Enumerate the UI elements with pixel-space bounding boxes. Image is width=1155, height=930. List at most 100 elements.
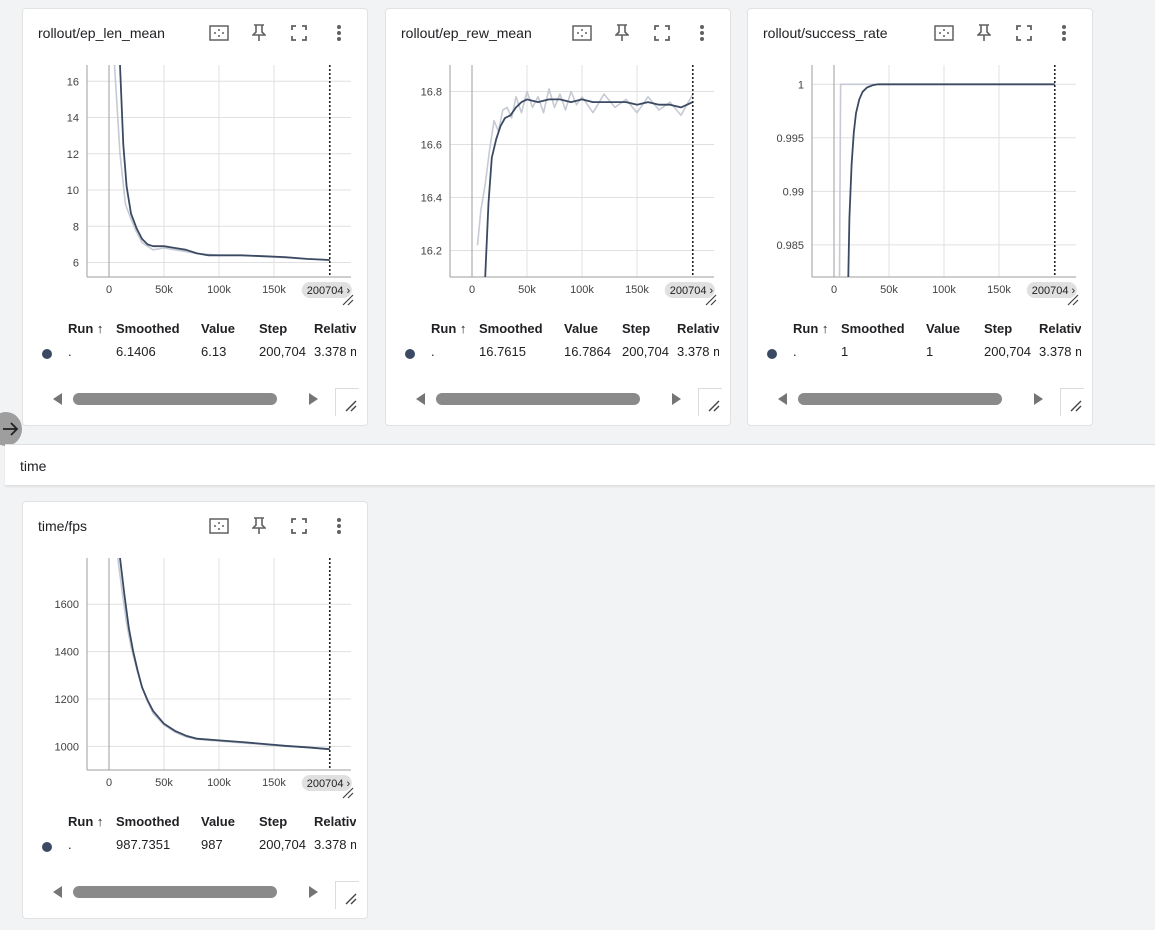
resize-handle-icon[interactable] (1060, 388, 1084, 416)
y-tick-label: 16.8 (421, 87, 442, 99)
chart-card-fps: time/fps 1000 1200 1400 1600 0 50k 100k 150k 200… (22, 501, 368, 919)
header-relative[interactable]: Relative (314, 814, 356, 829)
header-smoothed[interactable]: Smoothed (116, 321, 180, 336)
resize-handle-icon[interactable] (698, 388, 722, 416)
cell-value: 6.13 (201, 344, 227, 359)
chart-resize-icon (1067, 294, 1079, 306)
section-header-time[interactable]: time (5, 444, 1155, 486)
line-chart[interactable]: 1000 1200 1400 1600 0 50k 100k 150k 200704 › (23, 548, 367, 806)
card-toolbar (562, 21, 722, 45)
scroll-left-icon[interactable] (53, 886, 62, 898)
header-smoothed[interactable]: Smoothed (479, 321, 543, 336)
table-scrollbar[interactable] (45, 388, 335, 410)
header-relative[interactable]: Relative (1039, 321, 1081, 336)
scroll-right-icon[interactable] (1034, 393, 1043, 405)
scroll-thumb[interactable] (436, 393, 640, 405)
x-tick-label: 100k (932, 284, 956, 296)
resize-handle-icon[interactable] (335, 881, 359, 909)
y-tick-label: 1200 (55, 694, 79, 706)
pin-icon[interactable] (602, 21, 642, 45)
card-title: rollout/ep_rew_mean (401, 25, 532, 41)
cell-run: . (68, 344, 72, 359)
header-relative[interactable]: Relative (677, 321, 719, 336)
scroll-thumb[interactable] (73, 886, 277, 898)
y-tick-label: 1400 (55, 647, 79, 659)
expand-sidebar-button[interactable] (0, 412, 22, 446)
pin-icon[interactable] (239, 21, 279, 45)
step-badge-label: 200704 › (1032, 285, 1076, 297)
pin-icon[interactable] (239, 514, 279, 538)
x-tick-label: 150k (262, 284, 286, 296)
x-tick-label: 50k (518, 284, 536, 296)
fit-domain-icon[interactable] (924, 21, 964, 45)
fit-domain-icon[interactable] (199, 514, 239, 538)
header-run[interactable]: Run ↑ (793, 321, 829, 336)
section-title: time (20, 458, 47, 474)
header-value[interactable]: Value (201, 814, 235, 829)
chart-resize-icon (342, 787, 354, 799)
header-value[interactable]: Value (201, 321, 235, 336)
table-scrollbar[interactable] (770, 388, 1060, 410)
x-tick-label: 150k (625, 284, 649, 296)
cell-run: . (431, 344, 435, 359)
fullscreen-icon[interactable] (279, 514, 319, 538)
more-vert-icon[interactable] (1044, 21, 1084, 45)
table-scrollbar[interactable] (408, 388, 698, 410)
data-table: Run ↑ Smoothed Value Step Relative . 6.1… (38, 315, 356, 365)
data-table: Run ↑ Smoothed Value Step Relative . 987… (38, 808, 356, 858)
run-color-dot (42, 349, 52, 359)
header-step[interactable]: Step (259, 321, 288, 336)
line-chart[interactable]: 6 8 10 12 14 16 0 50k 100k 150k 200704 › (23, 55, 367, 313)
header-run[interactable]: Run ↑ (431, 321, 467, 336)
more-vert-icon[interactable] (319, 514, 359, 538)
header-value[interactable]: Value (926, 321, 960, 336)
cell-value: 16.7864 (564, 344, 611, 359)
arrow-right-icon (3, 422, 19, 436)
cell-value: 1 (926, 344, 934, 359)
pin-icon[interactable] (964, 21, 1004, 45)
more-vert-icon[interactable] (319, 21, 359, 45)
step-badge-label: 200704 › (307, 778, 351, 790)
scroll-right-icon[interactable] (309, 393, 318, 405)
line-chart[interactable]: 16.2 16.4 16.6 16.8 0 50k 100k 150k 200704 › (386, 55, 730, 313)
header-run[interactable]: Run ↑ (68, 814, 104, 829)
header-value[interactable]: Value (564, 321, 598, 336)
y-tick-label: 16.2 (421, 246, 442, 258)
scroll-right-icon[interactable] (309, 886, 318, 898)
fit-domain-icon[interactable] (562, 21, 602, 45)
card-title: rollout/success_rate (763, 25, 888, 41)
header-step[interactable]: Step (259, 814, 288, 829)
scroll-right-icon[interactable] (672, 393, 681, 405)
table-scrollbar[interactable] (45, 881, 335, 903)
line-chart[interactable]: 0.985 0.99 0.995 1 0 50k 100k 150k 200704 › (748, 55, 1092, 313)
cell-relative: 3.378 m (314, 344, 356, 359)
scroll-left-icon[interactable] (778, 393, 787, 405)
x-tick-label: 0 (106, 777, 112, 789)
fullscreen-icon[interactable] (1004, 21, 1044, 45)
resize-handle-icon[interactable] (335, 388, 359, 416)
x-tick-label: 0 (831, 284, 837, 296)
fullscreen-icon[interactable] (642, 21, 682, 45)
cell-step: 200,704 (259, 344, 306, 359)
header-run[interactable]: Run ↑ (68, 321, 104, 336)
more-vert-icon[interactable] (682, 21, 722, 45)
scroll-left-icon[interactable] (53, 393, 62, 405)
header-step[interactable]: Step (622, 321, 651, 336)
scroll-thumb[interactable] (73, 393, 277, 405)
chart-resize-icon (705, 294, 717, 306)
header-smoothed[interactable]: Smoothed (116, 814, 180, 829)
scroll-left-icon[interactable] (416, 393, 425, 405)
cell-step: 200,704 (259, 837, 306, 852)
header-relative[interactable]: Relative (314, 321, 356, 336)
table-header: Run ↑ Smoothed Value Step Relative (38, 321, 356, 341)
table-row: . 1 1 200,704 3.378 m (763, 344, 1081, 364)
scroll-thumb[interactable] (798, 393, 1002, 405)
step-badge (1026, 282, 1077, 298)
step-badge-label: 200704 › (670, 285, 714, 297)
fullscreen-icon[interactable] (279, 21, 319, 45)
fit-domain-icon[interactable] (199, 21, 239, 45)
y-tick-label: 16.4 (421, 193, 442, 205)
header-step[interactable]: Step (984, 321, 1013, 336)
cell-smoothed: 987.7351 (116, 837, 171, 852)
header-smoothed[interactable]: Smoothed (841, 321, 905, 336)
